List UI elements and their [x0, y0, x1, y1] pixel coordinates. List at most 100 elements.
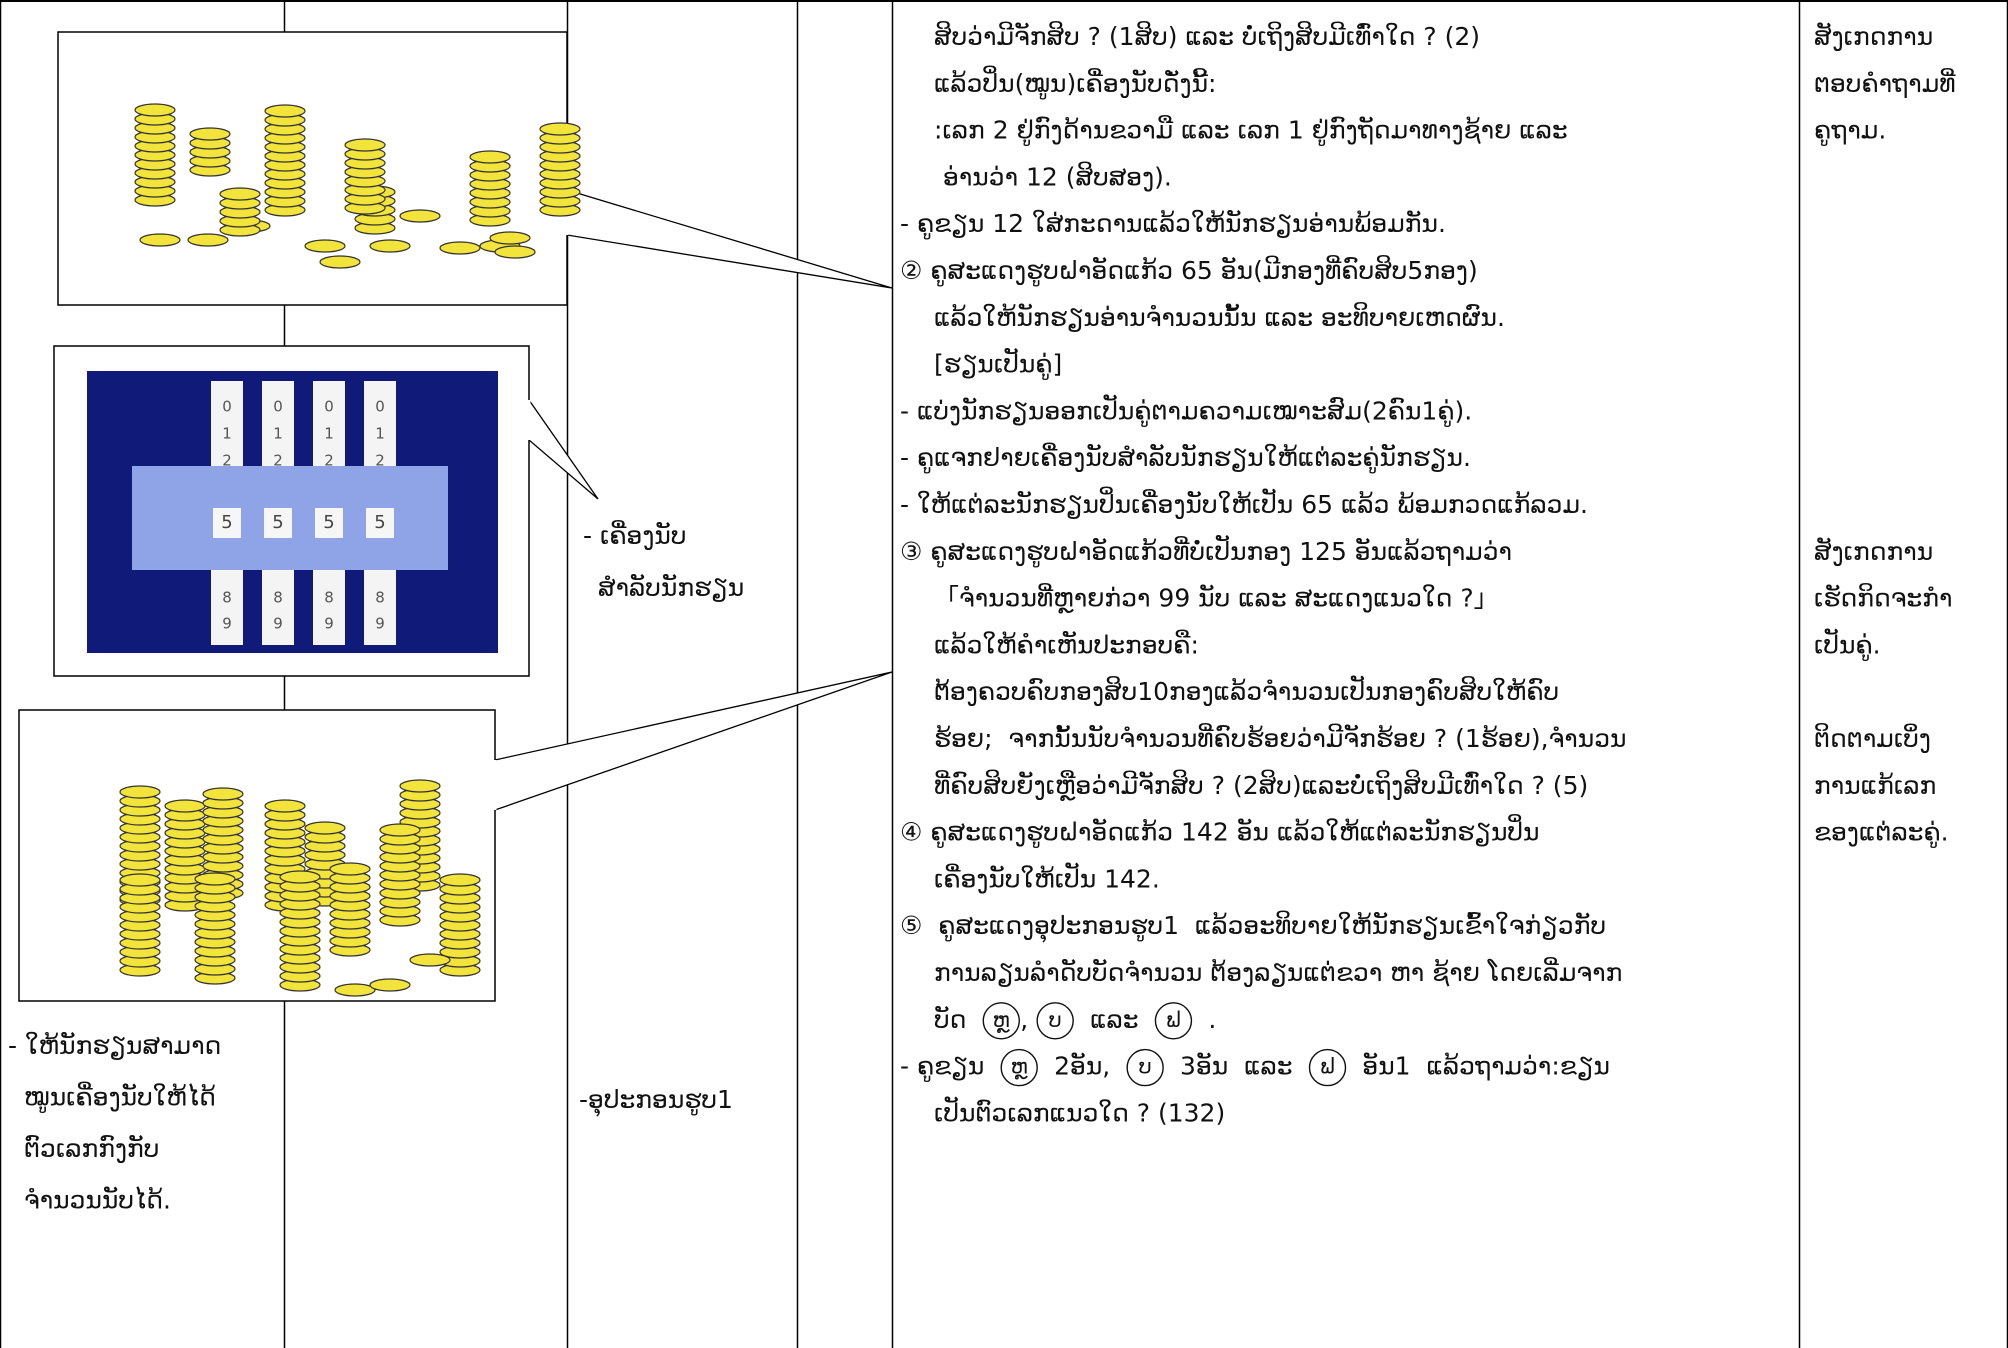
material-line: - ເຄື່ອງນັບ	[583, 521, 687, 550]
card-window	[366, 508, 394, 538]
callout-tail	[566, 189, 893, 289]
objective-line: - ໃຫ້ນັກຮຽນສາມາດ	[8, 1031, 221, 1060]
coin	[304, 239, 346, 253]
card-digit: 0	[375, 398, 385, 416]
card-digit: 1	[375, 425, 385, 443]
activity-text: - ຄູຂຽນ	[900, 1052, 1000, 1083]
objective-line: ຈຳນວນນັບໄດ້.	[24, 1185, 171, 1214]
coin	[539, 122, 581, 136]
activity-text: 2ອັນ,	[1038, 1052, 1126, 1081]
coin	[494, 245, 536, 259]
card-digit: 1	[222, 425, 232, 443]
coin	[264, 104, 306, 118]
card-digit: 5	[272, 512, 283, 533]
card-digit: 2	[273, 452, 283, 470]
card-digit: 9	[222, 615, 232, 633]
activity-line: ອ່ານວ່າ 12 (ສິບສອງ).	[943, 162, 1172, 192]
card-digit: 9	[324, 615, 334, 633]
coin	[194, 872, 236, 886]
card-digit: 9	[273, 615, 283, 633]
coin	[344, 138, 386, 152]
card-digit: 8	[273, 589, 283, 607]
activity-line: - ໃຫ້ແຕ່ລະນັກຮຽນປິ່ນເຄື່ອງນັບໃຫ້ເປັນ 65 …	[900, 487, 1588, 519]
card: 5	[366, 508, 394, 538]
activity-text: ແລະ	[1074, 1005, 1154, 1034]
card-digit: 5	[221, 512, 232, 533]
assessment-line: ຕອບຄຳຖາມທີ່	[1814, 69, 1956, 98]
circled-letter: ບ	[1049, 1008, 1062, 1032]
card-digit: 0	[273, 398, 283, 416]
card-digit: 2	[222, 452, 232, 470]
coin	[189, 127, 231, 141]
coin	[279, 870, 321, 884]
card-digit: 2	[324, 452, 334, 470]
card-window	[213, 508, 241, 538]
assessment-line: ຕິດຕາມເບິ່ງ	[1814, 724, 1931, 753]
card-digit: 1	[273, 425, 283, 443]
card-digit: 8	[222, 589, 232, 607]
coin	[489, 231, 531, 245]
circled-mark	[1036, 1002, 1074, 1040]
activity-line: ② ຄູສະແດງຮູບຝາອັດແກ້ວ 65 ອັນ(ມີກອງທີ່ຄົບ…	[900, 255, 1478, 287]
card-digit: 8	[375, 589, 385, 607]
coin	[369, 239, 411, 253]
objective-line: ຕົວເລກກົງກັບ	[24, 1134, 159, 1163]
activity-line: 「ຈຳນວນທີ່ຫຼາຍກ່ວາ 99 ນັບ ແລະ ສະແດງແນວໃດ …	[934, 583, 1499, 613]
circled-letter: ຫຼ	[1011, 1055, 1029, 1081]
activity-line: ການລຽນລຳດັບບັດຈຳນວນ ຕ້ອງລຽນແຕ່ຂວາ ຫາ ຊ້າ…	[934, 958, 1622, 987]
card-digit: 8	[324, 589, 334, 607]
activity-line: ແລ້ວໃຫ້ຄຳເຫັນປະກອບຄື:	[934, 630, 1199, 659]
card-digit: 5	[374, 512, 385, 533]
callout-tail	[528, 397, 599, 500]
circled-mark	[1154, 1002, 1193, 1040]
card: 5	[315, 508, 343, 538]
card-digit: 1	[324, 425, 334, 443]
material-line: -ອຸປະກອນຮູບ1	[579, 1085, 733, 1117]
activity-text: .	[1192, 1005, 1216, 1034]
activity-line: ເປັນຕົວເລກແນວໃດ ? (132)	[934, 1096, 1225, 1128]
activity-line: ແລ້ວປິ່ນ(ໝູນ)ເຄື່ອງນັບດັ່ງນີ້:	[934, 66, 1216, 100]
coin	[134, 103, 176, 117]
activity-line: - ແບ່ງນັກຮຽນອອກເປັນຄູ່ຕາມຄວາມເໝາະສົມ(2ຄົ…	[900, 394, 1472, 428]
coin	[219, 187, 261, 201]
callout-tail	[494, 671, 893, 811]
coin	[164, 799, 206, 813]
activity-line: ສິບວ່າມີຈັກສິບ ? (1ສິບ) ແລະ ບໍ່ເຖິງສິບມີ…	[934, 21, 1480, 51]
circled-letter: ບ	[1139, 1055, 1152, 1079]
activity-line: ຕ້ອງຄວບຄົບກອງສິບ10ກອງແລ້ວຈຳນວນເປັນກອງຄົບ…	[934, 675, 1559, 707]
assessment-line: ສັງເກດການ	[1814, 536, 1933, 565]
coin	[334, 983, 376, 997]
assessment-line: ເຮັດກິດຈະກຳ	[1814, 583, 1952, 612]
coin	[187, 233, 229, 247]
objective-line: ໝູນເຄື່ອງນັບໃຫ້ໄດ້	[24, 1082, 216, 1113]
activity-line: - ຄູແຈກຢາຍເຄື່ອງນັບສຳລັບນັກຮຽນໃຫ້ແຕ່ລະຄູ…	[900, 443, 1471, 474]
activity-line: [ຮຽນເປັນຄູ່]	[934, 347, 1062, 381]
card-digit: 0	[324, 398, 334, 416]
activity-line: ແລ້ວໃຫ້ນັກຮຽນອ່ານຈຳນວນນັ້ນ ແລະ ອະທິບາຍເຫ…	[934, 303, 1505, 332]
activity-text: ອັນ1 ແລ້ວຖາມວ່າ:ຂຽນ	[1347, 1052, 1610, 1081]
card-digit: 2	[375, 452, 385, 470]
coin	[469, 150, 511, 164]
assessment-line: ຄູຖາມ.	[1814, 116, 1886, 147]
circled-mark	[1000, 1048, 1038, 1087]
coin	[319, 255, 361, 269]
card-digit: 0	[222, 398, 232, 416]
assessment-line: ເປັນຄູ່.	[1814, 628, 1881, 662]
material-line: ສຳລັບນັກຮຽນ	[598, 573, 744, 602]
coin	[264, 799, 306, 813]
card-digit: 5	[323, 512, 334, 533]
coin	[119, 785, 161, 799]
coin	[409, 953, 451, 967]
coin	[139, 233, 181, 247]
activity-text: ,	[1020, 1005, 1036, 1034]
coin	[439, 873, 481, 887]
circled-mark	[1308, 1048, 1347, 1087]
coin	[304, 821, 346, 835]
card: 5	[264, 508, 292, 538]
activity-line: :ເລກ 2 ຢູ່ກົງດ້ານຂວາມື ແລະ ເລກ 1 ຢູ່ກົງຖ…	[934, 116, 1568, 147]
assessment-line: ຂອງແຕ່ລະຄູ່.	[1814, 818, 1949, 849]
card: 5	[213, 508, 241, 538]
activity-line: ④ ຄູສະແດງຮູບຝາອັດແກ້ວ 142 ອັນ ແລ້ວໃຫ້ແຕ່…	[900, 815, 1540, 849]
